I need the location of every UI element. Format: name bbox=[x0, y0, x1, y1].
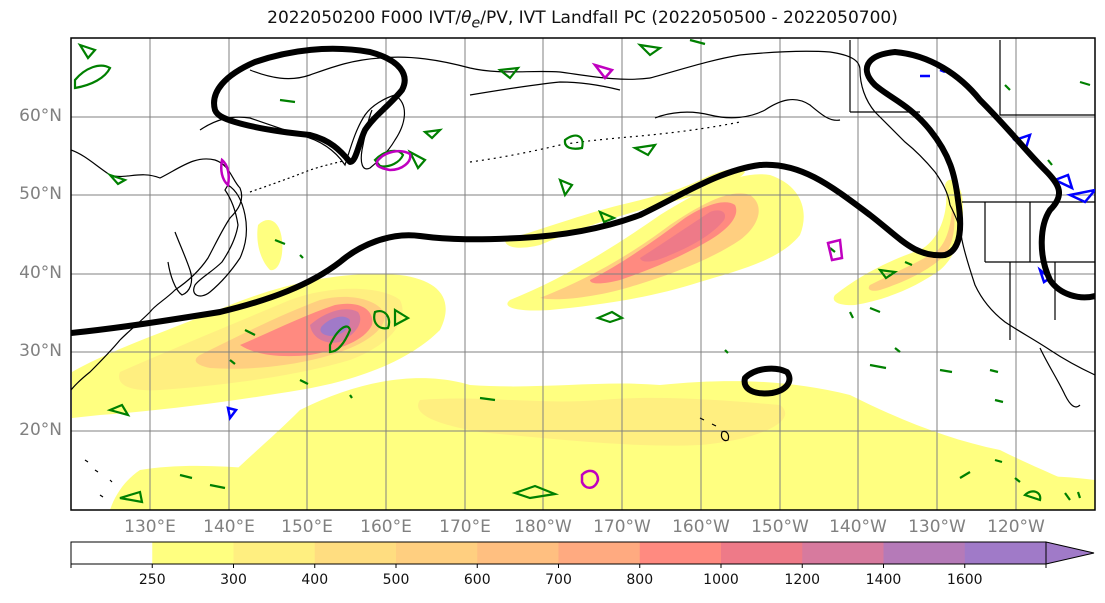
lon-tick-150w: 150°W bbox=[751, 517, 809, 537]
pv-positive-3 bbox=[826, 238, 844, 262]
ivt-patch-japan bbox=[257, 220, 283, 271]
colorbar-swatch bbox=[802, 542, 884, 564]
coast-islands-west bbox=[84, 459, 113, 498]
lat-tick-20n: 20°N bbox=[19, 420, 62, 440]
pv-negative-5 bbox=[226, 406, 239, 421]
coastlines bbox=[71, 40, 1095, 498]
colorbar-level-label: 1600 bbox=[946, 572, 983, 588]
pc-contour-main bbox=[71, 49, 1095, 336]
lon-tick-160e: 160°E bbox=[360, 517, 412, 537]
lon-tick-170w: 170°W bbox=[593, 517, 651, 537]
ivt-shading bbox=[72, 168, 1095, 510]
pv-positive-5 bbox=[591, 62, 615, 80]
colorbar-level-label: 800 bbox=[626, 572, 654, 588]
lon-tick-150e: 150°E bbox=[281, 517, 333, 537]
lon-tick-180w: 180°W bbox=[514, 517, 572, 537]
colorbar-swatch bbox=[558, 542, 641, 564]
theta-e-contours bbox=[73, 38, 1091, 504]
coast-hawaii bbox=[699, 417, 730, 442]
colorbar-swatch bbox=[964, 542, 1047, 564]
coast-bering-west bbox=[469, 81, 621, 96]
lat-tick-40n: 40°N bbox=[19, 263, 62, 283]
colorbar-level-label: 400 bbox=[301, 572, 329, 588]
colorbar-level-label: 1000 bbox=[703, 572, 739, 588]
colorbar-level-label: 250 bbox=[138, 572, 166, 588]
boundary-us bbox=[962, 201, 1095, 340]
lon-tick-140e: 140°E bbox=[203, 517, 255, 537]
pc-contour bbox=[71, 45, 1095, 397]
coast-japan bbox=[193, 184, 247, 297]
coast-alaska bbox=[649, 50, 951, 206]
lon-tick-120w: 120°W bbox=[987, 517, 1045, 537]
colorbar-swatch bbox=[639, 542, 722, 564]
colorbar-swatch bbox=[396, 542, 478, 564]
coast-russia bbox=[199, 94, 396, 167]
coast-kurils bbox=[249, 157, 356, 193]
pc-contour-kamchatka bbox=[211, 45, 408, 165]
lat-tick-50n: 50°N bbox=[19, 184, 62, 204]
coast-alaska-sw bbox=[654, 98, 841, 121]
colorbar-level-label: 500 bbox=[382, 572, 410, 588]
map-frame bbox=[70, 37, 1096, 511]
chart-title: 2022050200 F000 IVT/θe/PV, IVT Landfall … bbox=[267, 8, 898, 32]
colorbar-level-label: 700 bbox=[545, 572, 572, 588]
ivt-band-south-inner bbox=[418, 397, 786, 446]
lat-tick-60n: 60°N bbox=[19, 106, 62, 126]
ivt-ar-north-tongue bbox=[505, 168, 745, 248]
colorbar-swatch bbox=[71, 542, 153, 564]
lon-tick-170e: 170°E bbox=[439, 517, 491, 537]
graticule bbox=[71, 38, 1095, 510]
colorbar-swatch bbox=[233, 542, 316, 564]
coast-na-west bbox=[949, 204, 1095, 376]
lon-tick-130e: 130°E bbox=[124, 517, 176, 537]
pv-positive-1 bbox=[375, 149, 412, 172]
colorbar-swatch bbox=[883, 542, 966, 564]
coast-aleutians bbox=[469, 121, 741, 163]
colorbar-level-label: 300 bbox=[220, 572, 247, 588]
colorbar-swatch bbox=[721, 542, 803, 564]
pv-negative-3 bbox=[1066, 188, 1095, 204]
pc-contour-small bbox=[741, 365, 793, 397]
colorbar-swatch bbox=[477, 542, 559, 564]
colorbar bbox=[70, 541, 1095, 568]
colorbar-level-label: 1200 bbox=[784, 572, 821, 588]
lon-tick-160w: 160°W bbox=[672, 517, 730, 537]
coast-asia bbox=[71, 149, 243, 391]
pv-negative-6 bbox=[920, 68, 946, 78]
colorbar-level-label: 1400 bbox=[865, 572, 902, 588]
colorbar-swatch bbox=[314, 542, 397, 564]
coast-okhotsk bbox=[249, 56, 651, 80]
coast-korea bbox=[167, 231, 193, 296]
colorbar-swatch bbox=[152, 542, 234, 564]
pv-positive-2 bbox=[220, 157, 230, 188]
lon-tick-130w: 130°W bbox=[908, 517, 966, 537]
ivt-band-far-south bbox=[110, 465, 1095, 510]
lon-tick-140w: 140°W bbox=[829, 517, 887, 537]
lat-tick-30n: 30°N bbox=[19, 341, 62, 361]
pv-positive-4 bbox=[580, 469, 600, 489]
ivt-ar-east-4 bbox=[640, 210, 726, 262]
colorbar-level-label: 600 bbox=[463, 572, 491, 588]
ivt-ar-west-6 bbox=[320, 316, 350, 336]
coast-baja bbox=[1039, 347, 1081, 408]
pv-negative-2 bbox=[1051, 173, 1075, 191]
colorbar-extend-arrow bbox=[1045, 541, 1095, 565]
